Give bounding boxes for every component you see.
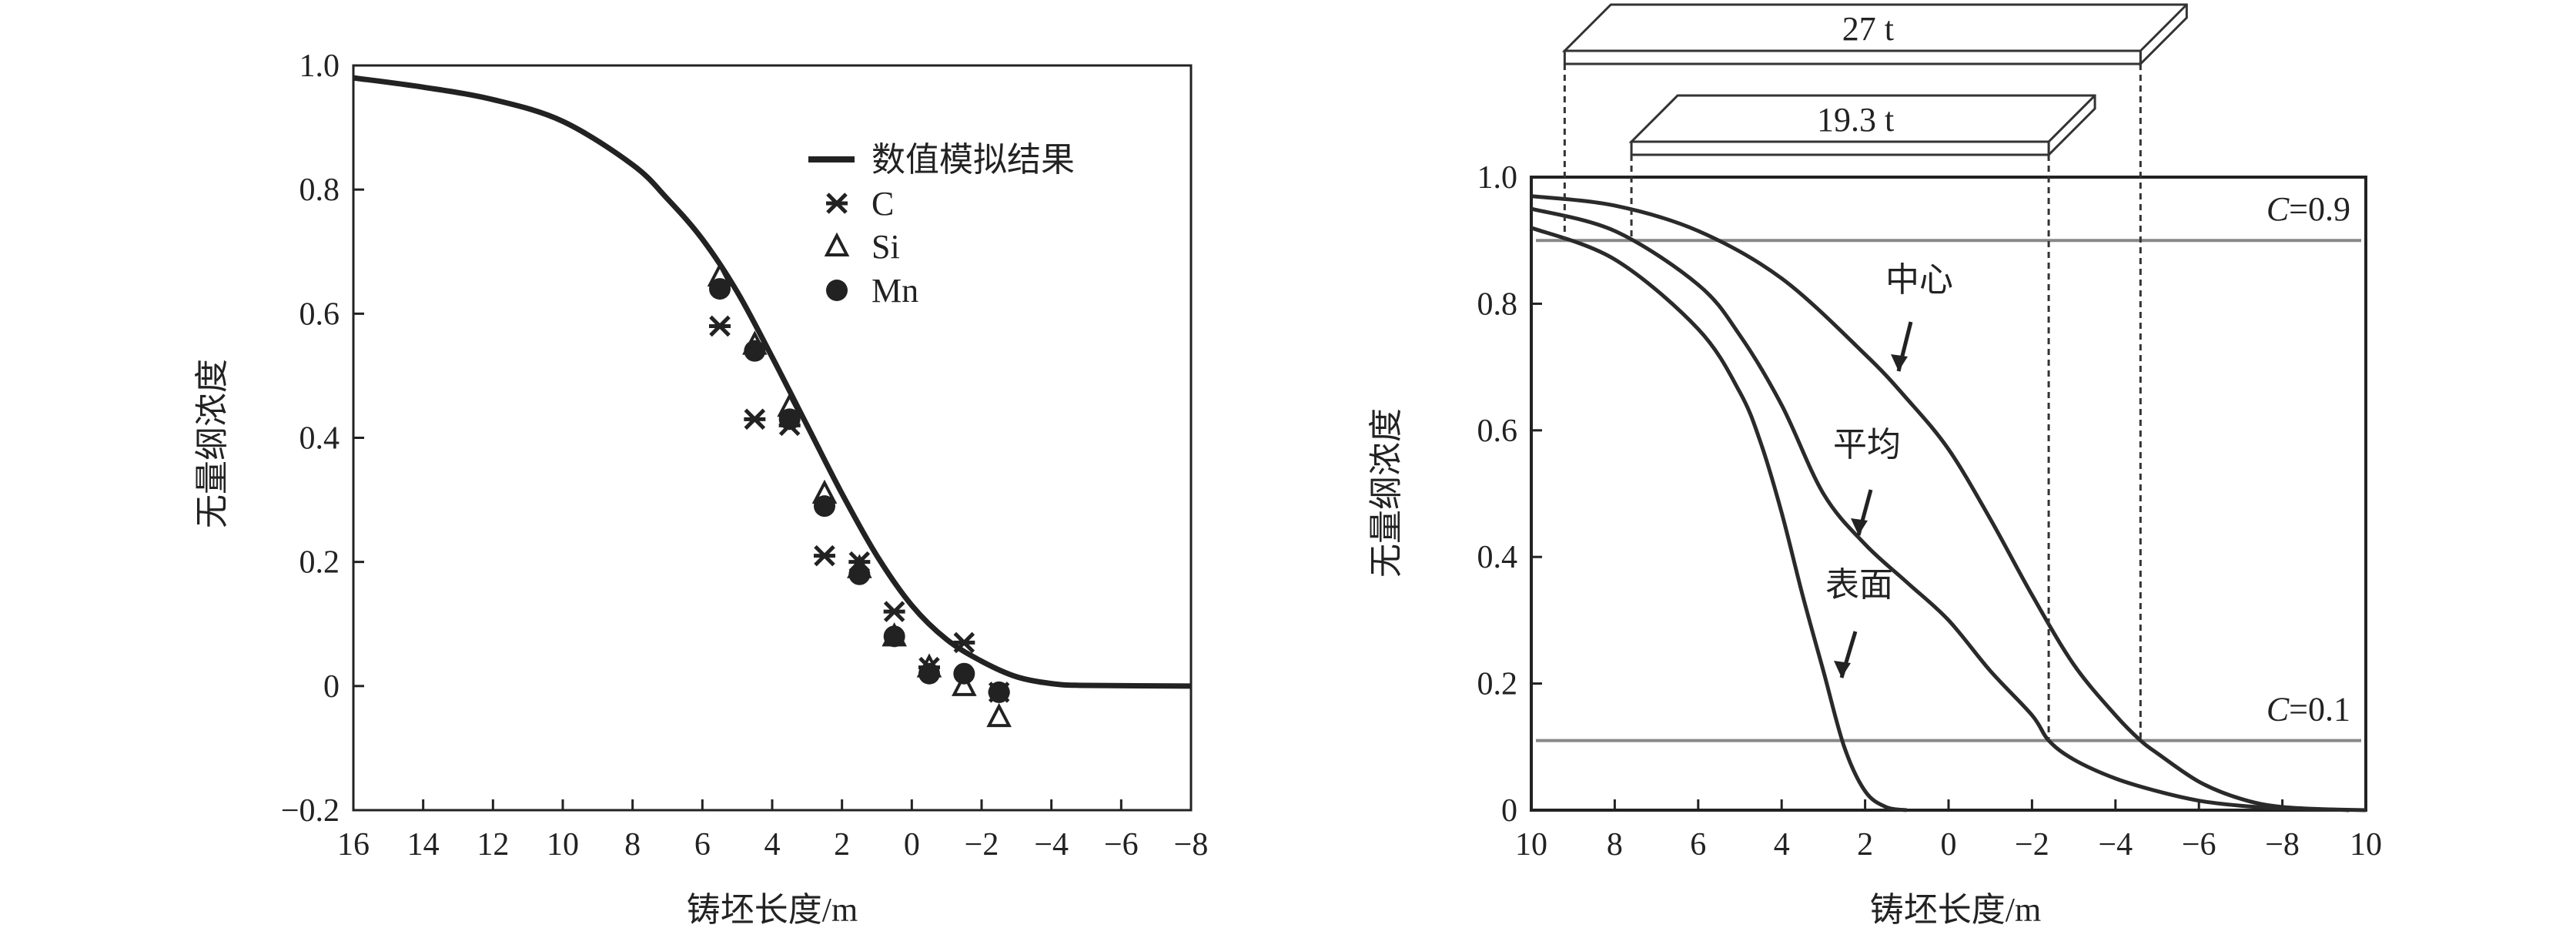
arrow-head-icon bbox=[1891, 354, 1908, 371]
curve-中心 bbox=[1531, 194, 2350, 812]
reference-label-value: =0.9 bbox=[2289, 190, 2350, 228]
y-tick-label: 1.0 bbox=[1477, 160, 1518, 196]
right-y-axis-label: 无量纲浓度 bbox=[1367, 408, 1405, 578]
data-point-mn bbox=[883, 625, 905, 648]
curve-annotation: 表面 bbox=[1825, 566, 1893, 604]
reference-label-var: C bbox=[2267, 190, 2290, 228]
x-tick-label: −2 bbox=[965, 827, 999, 863]
x-tick-label: −6 bbox=[2182, 827, 2216, 863]
y-tick-label: 0.2 bbox=[1477, 667, 1518, 702]
x-tick-label: 8 bbox=[624, 827, 641, 863]
data-point-c bbox=[814, 544, 835, 567]
data-point-si bbox=[986, 702, 1012, 728]
data-point-c bbox=[744, 408, 766, 430]
curve-表面 bbox=[1531, 226, 1908, 812]
legend-label: 数值模拟结果 bbox=[871, 141, 1075, 179]
y-tick-label: 0.6 bbox=[1477, 414, 1518, 449]
right-x-axis-label: 铸坯长度/m bbox=[1870, 891, 2041, 929]
curve-平均 bbox=[1531, 206, 2367, 812]
y-tick-label: 0.8 bbox=[1477, 286, 1518, 322]
data-point-mn bbox=[778, 408, 801, 430]
left-chart: 16 14 12 10 8 6 4 2 0 −2 −4 −6 −8 −0.2 0 0.2 0.4 0.6 0.8 1.… bbox=[281, 49, 1209, 863]
data-point-c bbox=[709, 315, 731, 337]
x-tick-label: 14 bbox=[407, 827, 440, 863]
reference-label: C=0.1 bbox=[2267, 691, 2350, 729]
legend-label: Mn bbox=[871, 272, 918, 310]
data-point-mn bbox=[953, 662, 975, 685]
x-tick-label: 4 bbox=[764, 827, 781, 863]
x-tick-label: 16 bbox=[337, 827, 370, 863]
y-tick-label: 0.2 bbox=[299, 545, 340, 581]
y-tick-label: 0.4 bbox=[299, 421, 340, 457]
legend-marker-si bbox=[824, 232, 850, 256]
data-point-mn bbox=[814, 495, 835, 518]
legend-marker-c bbox=[826, 193, 848, 214]
legend-label: C bbox=[871, 185, 894, 223]
reference-label-value: =0.1 bbox=[2289, 691, 2350, 729]
data-point-si bbox=[952, 672, 977, 696]
simulation-curve bbox=[353, 75, 1192, 689]
data-point-mn bbox=[709, 278, 731, 300]
reference-label-var: C bbox=[2267, 691, 2290, 729]
x-tick-label: 10 bbox=[547, 827, 579, 863]
right-chart: 10 8 6 4 2 0 −2 −4 −6 −8 1000.20.40.60.81.0C=0.9C=… bbox=[1477, 3, 2382, 863]
data-point-mn bbox=[988, 681, 1010, 703]
data-point-mn bbox=[848, 563, 871, 585]
data-point-c bbox=[883, 601, 905, 622]
x-tick-label: −4 bbox=[2098, 827, 2133, 863]
x-tick-label: 10 bbox=[2350, 827, 2382, 863]
x-tick-label: −8 bbox=[2265, 827, 2300, 863]
arrow-head-icon bbox=[1851, 518, 1868, 535]
slab-edge bbox=[2048, 94, 2096, 143]
left-y-axis-label: 无量纲浓度 bbox=[193, 359, 231, 528]
left-x-axis-label: 铸坯长度/m bbox=[687, 891, 858, 929]
x-tick-label: 0 bbox=[1941, 827, 1957, 863]
x-tick-label: 6 bbox=[694, 827, 711, 863]
y-tick-label: 1.0 bbox=[299, 49, 340, 84]
legend-label: Si bbox=[871, 228, 900, 266]
y-tick-label: 0.8 bbox=[299, 173, 340, 208]
x-tick-label: 4 bbox=[1774, 827, 1790, 863]
curve-annotation: 中心 bbox=[1885, 261, 1953, 299]
curve-annotation: 平均 bbox=[1833, 426, 1901, 464]
arrow-head-icon bbox=[1834, 661, 1851, 678]
x-tick-label: 8 bbox=[1607, 827, 1623, 863]
slab-edge bbox=[2139, 3, 2188, 52]
x-tick-label: −6 bbox=[1104, 827, 1139, 863]
legend-marker-mn bbox=[826, 280, 848, 301]
y-tick-label: 0 bbox=[1501, 793, 1517, 829]
x-tick-label: 10 bbox=[1515, 827, 1547, 863]
x-tick-label: 0 bbox=[904, 827, 920, 863]
data-point-c bbox=[953, 631, 975, 654]
x-tick-label: −2 bbox=[2015, 827, 2049, 863]
y-tick-label: 0.4 bbox=[1477, 540, 1518, 575]
x-tick-label: 6 bbox=[1690, 827, 1706, 863]
x-tick-label: −4 bbox=[1034, 827, 1069, 863]
y-tick-label: −0.2 bbox=[281, 793, 340, 829]
x-tick-label: 12 bbox=[477, 827, 509, 863]
data-point-mn bbox=[918, 662, 940, 685]
data-point-mn bbox=[744, 340, 766, 362]
y-tick-label: 0.6 bbox=[299, 296, 340, 332]
x-tick-label: 2 bbox=[1857, 827, 1873, 863]
slab-label: 19.3 t bbox=[1817, 101, 1894, 139]
x-tick-label: −8 bbox=[1174, 827, 1209, 863]
slab-label: 27 t bbox=[1842, 10, 1894, 48]
y-tick-label: 0 bbox=[323, 669, 340, 705]
x-tick-label: 2 bbox=[834, 827, 850, 863]
slab-front bbox=[1563, 49, 2142, 65]
slab-front bbox=[1630, 140, 2050, 156]
reference-label: C=0.9 bbox=[2267, 190, 2350, 228]
